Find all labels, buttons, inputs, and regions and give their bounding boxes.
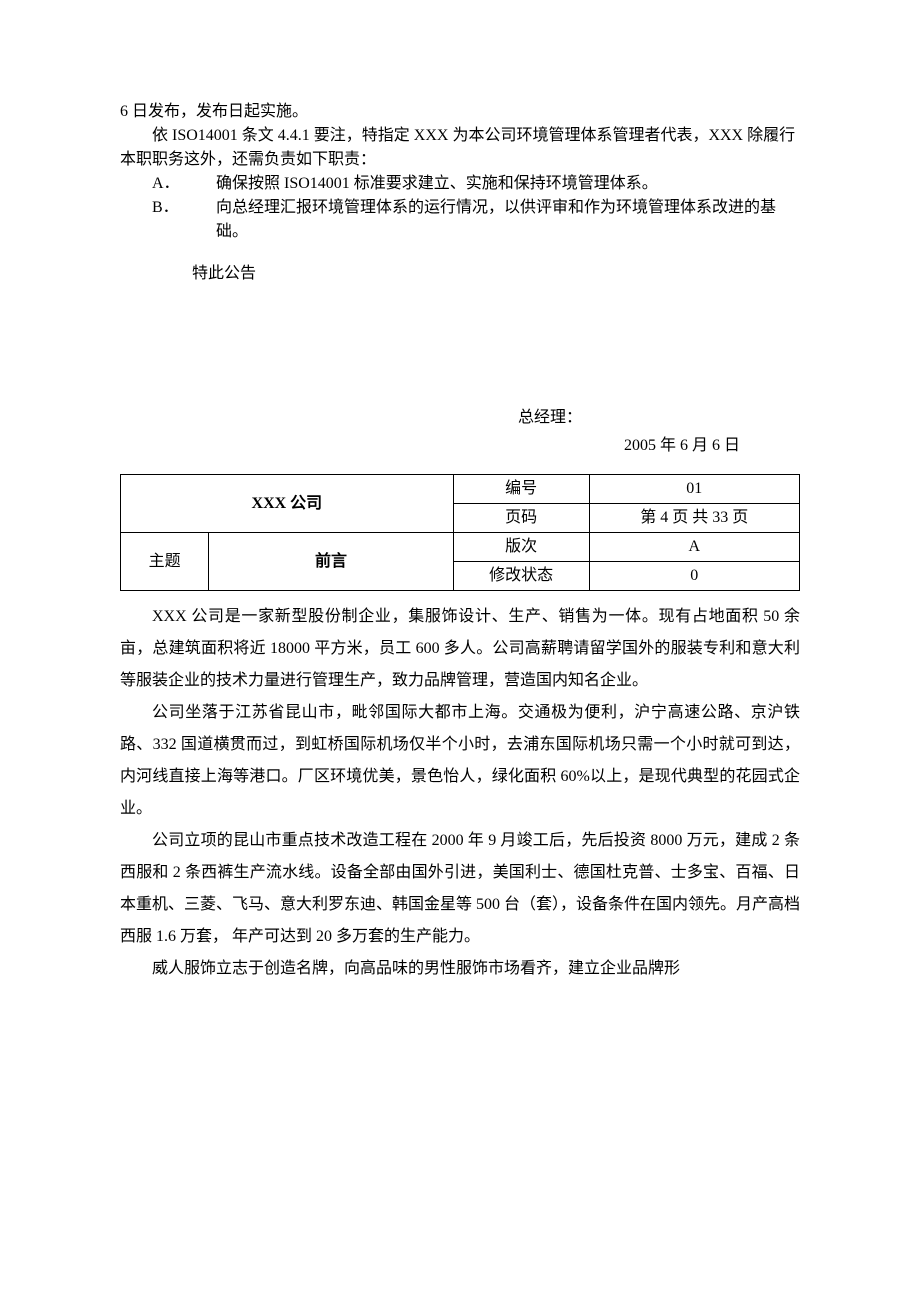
item-b-label: B．: [152, 196, 216, 244]
cell-label-revstate: 修改状态: [453, 562, 589, 591]
cell-company: XXX 公司: [121, 475, 454, 533]
cell-label-number: 编号: [453, 475, 589, 504]
notice-text: 特此公告: [192, 262, 800, 286]
preface-p3: 公司立项的昆山市重点技术改造工程在 2000 年 9 月竣工后，先后投资 800…: [120, 825, 800, 953]
cell-revstate: 0: [589, 562, 800, 591]
preface-p4: 威人服饰立志于创造名牌，向高品味的男性服饰市场看齐，建立企业品牌形: [120, 953, 800, 985]
cell-page: 第 4 页 共 33 页: [589, 504, 800, 533]
item-a-text: 确保按照 ISO14001 标准要求建立、实施和保持环境管理体系。: [216, 172, 800, 196]
cell-subject: 前言: [209, 533, 453, 591]
signature-role: 总经理：: [120, 406, 800, 430]
line-release: 6 日发布，发布日起实施。: [120, 100, 800, 124]
signature-date: 2005 年 6 月 6 日: [120, 434, 800, 458]
cell-label-version: 版次: [453, 533, 589, 562]
announcement-section: 6 日发布，发布日起实施。 依 ISO14001 条文 4.4.1 要注，特指定…: [120, 100, 800, 286]
doc-info-table: XXX 公司 编号 01 页码 第 4 页 共 33 页 主题 前言 版次 A …: [120, 474, 800, 591]
signature-block: 总经理： 2005 年 6 月 6 日: [120, 406, 800, 458]
duty-item-b: B． 向总经理汇报环境管理体系的运行情况，以供评审和作为环境管理体系改进的基础。: [152, 196, 800, 244]
cell-number: 01: [589, 475, 800, 504]
preface-body: XXX 公司是一家新型股份制企业，集服饰设计、生产、销售为一体。现有占地面积 5…: [120, 601, 800, 985]
preface-p1: XXX 公司是一家新型股份制企业，集服饰设计、生产、销售为一体。现有占地面积 5…: [120, 601, 800, 697]
cell-label-subject: 主题: [121, 533, 209, 591]
item-a-label: A．: [152, 172, 216, 196]
cell-version: A: [589, 533, 800, 562]
line-iso: 依 ISO14001 条文 4.4.1 要注，特指定 XXX 为本公司环境管理体…: [120, 124, 800, 172]
preface-p2: 公司坐落于江苏省昆山市，毗邻国际大都市上海。交通极为便利，沪宁高速公路、京沪铁路…: [120, 697, 800, 825]
duty-item-a: A． 确保按照 ISO14001 标准要求建立、实施和保持环境管理体系。: [152, 172, 800, 196]
item-b-text: 向总经理汇报环境管理体系的运行情况，以供评审和作为环境管理体系改进的基础。: [216, 196, 800, 244]
cell-label-page: 页码: [453, 504, 589, 533]
